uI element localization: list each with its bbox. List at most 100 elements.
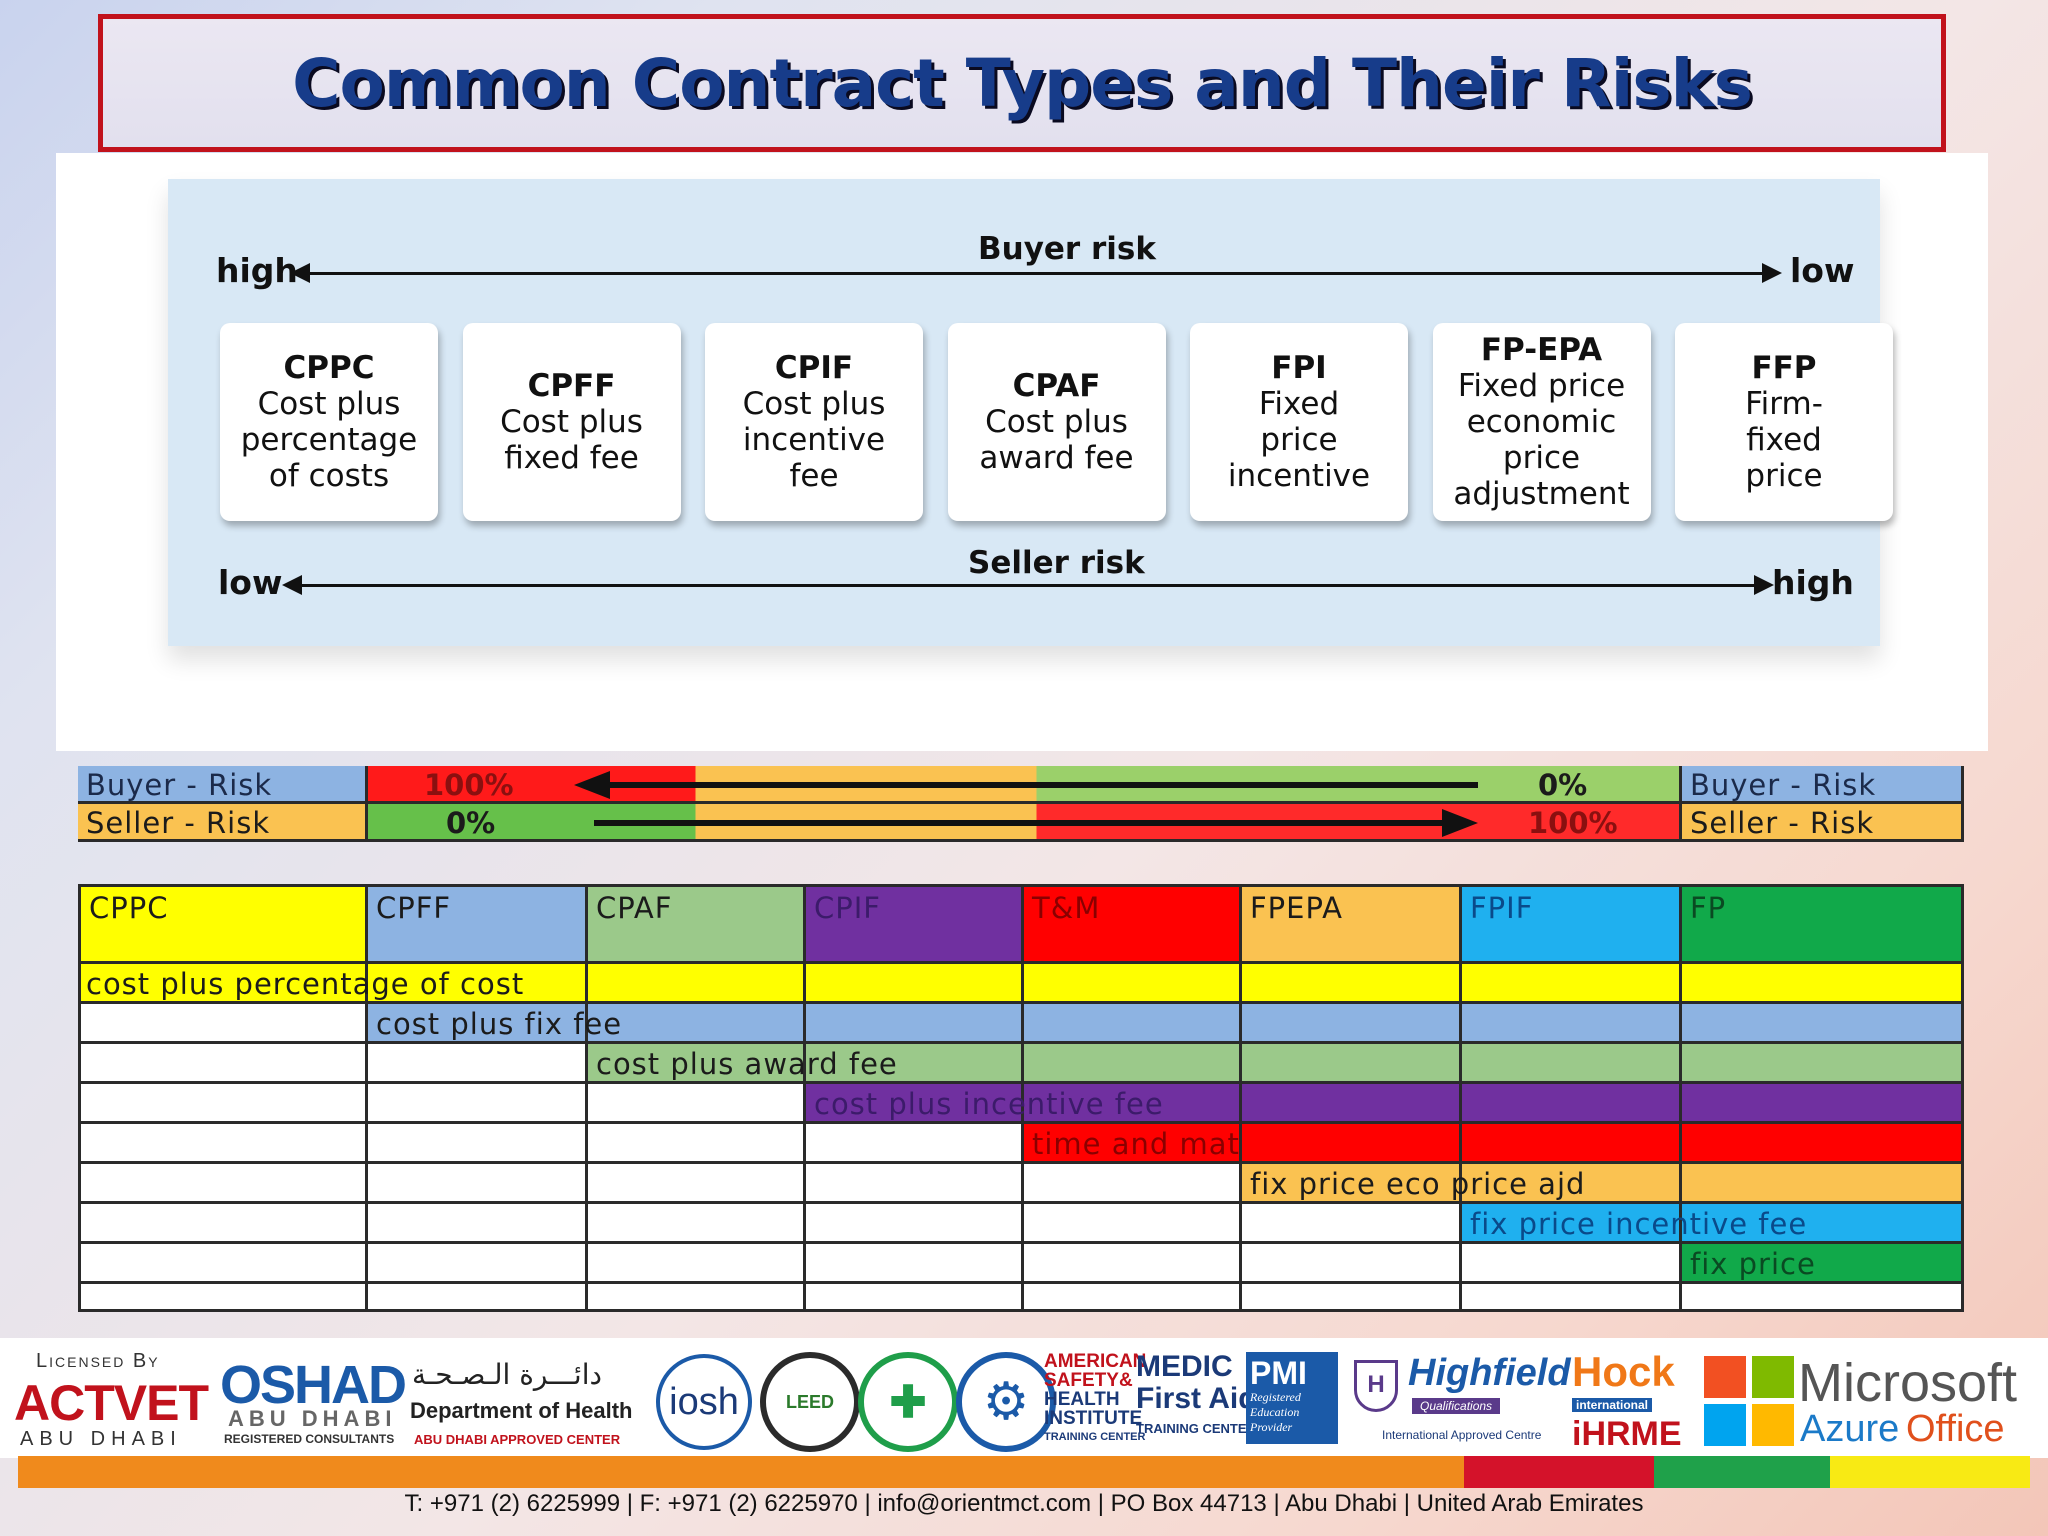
contract-header-cell: CPIF — [806, 884, 1024, 964]
contract-grid-cell — [1682, 964, 1964, 1004]
contract-abbr: FFP — [1751, 350, 1817, 386]
arrow-left-icon — [282, 575, 302, 595]
seller-risk-label-right: Seller - Risk — [1682, 804, 1964, 842]
contract-grid-cell — [78, 1004, 368, 1044]
contract-grid-cell — [1242, 1044, 1462, 1084]
contract-grid-cell — [1682, 1204, 1964, 1244]
contract-grid-cell — [1024, 1164, 1242, 1204]
arrow-left-icon — [290, 263, 310, 283]
doh-note: ABU DHABI APPROVED CENTER — [414, 1432, 621, 1447]
ashi-logo: AMERICAN SAFETY& HEALTH INSTITUTE TRAINI… — [1044, 1352, 1146, 1447]
contract-grid-cell — [1462, 1284, 1682, 1312]
contract-abbr: CPIF — [774, 350, 854, 386]
contract-desc-line: price — [1745, 458, 1823, 494]
contract-grid-cell — [1682, 1284, 1964, 1312]
actvet-logo: ACTVET — [14, 1375, 209, 1431]
leed-text: LEED — [785, 1391, 834, 1412]
contract-grid-cell — [78, 1164, 368, 1204]
contract-grid-cell — [806, 1204, 1024, 1244]
contract-grid-cell — [588, 1284, 806, 1312]
doh-logo: Department of Health — [410, 1398, 633, 1423]
contract-grid-cell — [1024, 964, 1242, 1004]
contract-grid-cell — [1682, 1164, 1964, 1204]
seller-risk-end-value: 100% — [1528, 806, 1618, 840]
contract-grid-cell — [78, 1044, 368, 1084]
arrow-right-icon — [1762, 263, 1782, 283]
medic-text: MEDIC — [1136, 1350, 1233, 1383]
contract-risk-diagram-panel: Buyer risk high low CPPC Cost plus percent… — [56, 153, 1988, 751]
contract-desc-line: Cost plus — [500, 404, 643, 440]
contract-desc-line: fixed — [1746, 422, 1822, 458]
buyer-risk-label: Buyer risk — [978, 231, 1156, 267]
contract-grid-cell — [806, 1084, 1024, 1124]
contract-grid-cell — [588, 964, 806, 1004]
contract-grid-cell — [588, 1084, 806, 1124]
contract-grid-cell — [1024, 1004, 1242, 1044]
gear-icon: ⚙ — [982, 1373, 1030, 1431]
accreditation-logo-bar: Licensed By ACTVET ABU DHABI OSHAD ABU D… — [0, 1338, 2048, 1493]
contract-grid-cell — [806, 1164, 1024, 1204]
highfield-note: International Approved Centre — [1382, 1428, 1542, 1442]
buyer-risk-low-label: low — [1790, 251, 1855, 290]
contract-grid-cell — [78, 1204, 368, 1244]
contract-grid-cell — [1682, 1124, 1964, 1164]
ashi-note: TRAINING CENTER — [1044, 1431, 1146, 1443]
contract-abbr: FP-EPA — [1480, 332, 1603, 368]
contract-header-cell: FPIF — [1462, 884, 1682, 964]
contract-grid-cell — [1024, 1124, 1242, 1164]
title-box: Common Contract Types and Their Risks — [98, 14, 1946, 152]
contract-type-box: CPPC Cost plus percentage of costs — [220, 323, 438, 521]
contract-row-label: cost plus percentage of cost — [86, 967, 525, 1001]
pmi-logo: PMI Registered Education Provider — [1246, 1352, 1338, 1444]
first-aid-text: First Aid — [1136, 1382, 1257, 1415]
contract-grid-cell — [1242, 1084, 1462, 1124]
contract-grid-cell — [1024, 1044, 1242, 1084]
contract-grid-cell — [1462, 1204, 1682, 1244]
microsoft-text: Microsoft — [1798, 1353, 2018, 1413]
contract-grid-cell — [1242, 1124, 1462, 1164]
contract-grid-cell — [588, 1124, 806, 1164]
contract-desc-line: Cost plus — [985, 404, 1128, 440]
contract-grid-cell — [78, 964, 368, 1004]
doh-arabic-name: دائـــرة الـصـحـة — [412, 1358, 602, 1391]
highfield-crest-icon: H — [1354, 1360, 1398, 1412]
contract-row-label: cost plus incentive fee — [814, 1087, 1164, 1121]
color-strip — [18, 1456, 2030, 1488]
seller-risk-arrow — [282, 575, 1774, 595]
contract-grid-cell — [1462, 1244, 1682, 1284]
ihrme-text: iHRME — [1572, 1415, 1682, 1453]
contract-grid-cell — [806, 964, 1024, 1004]
contract-grid-cell — [368, 1044, 588, 1084]
contract-desc-line: award fee — [979, 440, 1134, 476]
arrow-left-icon — [574, 771, 610, 799]
contract-abbr: CPPC — [283, 350, 375, 386]
contract-desc-line: price — [1502, 440, 1581, 476]
contract-grid-cell — [1024, 1204, 1242, 1244]
pmi-note: Registered Education Provider — [1250, 1390, 1301, 1434]
contract-desc-line: incentive — [742, 422, 886, 458]
contract-grid-cell — [1242, 1204, 1462, 1244]
contract-grid-cell — [588, 1204, 806, 1244]
contract-desc-line: Cost plus — [742, 386, 886, 422]
contract-grid-cell — [1242, 1284, 1462, 1312]
contract-grid-cell — [588, 1044, 806, 1084]
contract-grid-cell — [368, 1244, 588, 1284]
contract-grid-cell — [1682, 1084, 1964, 1124]
contract-row-label: time and mat — [1032, 1127, 1240, 1161]
contract-abbr: CPAF — [1012, 368, 1101, 404]
oshad-location: ABU DHABI — [228, 1406, 397, 1431]
contract-desc-line: fixed fee — [504, 440, 639, 476]
oshad-logo: OSHAD — [220, 1355, 407, 1415]
contract-grid-cell — [806, 1284, 1024, 1312]
contract-header-cell: FPEPA — [1242, 884, 1462, 964]
contract-grid-cell — [368, 1084, 588, 1124]
buyer-risk-arrow — [574, 771, 1478, 799]
contract-header-cell: CPFF — [368, 884, 588, 964]
highfield-sub: Qualifications — [1412, 1398, 1501, 1414]
contract-header-cell: T&M — [1024, 884, 1242, 964]
first-aid-cross-icon: ✚ — [889, 1377, 927, 1427]
contract-grid-cell — [368, 964, 588, 1004]
contract-grid-cell — [1242, 1164, 1462, 1204]
contract-grid-cell — [1462, 1004, 1682, 1044]
ashi-line-3: HEALTH — [1044, 1389, 1120, 1410]
